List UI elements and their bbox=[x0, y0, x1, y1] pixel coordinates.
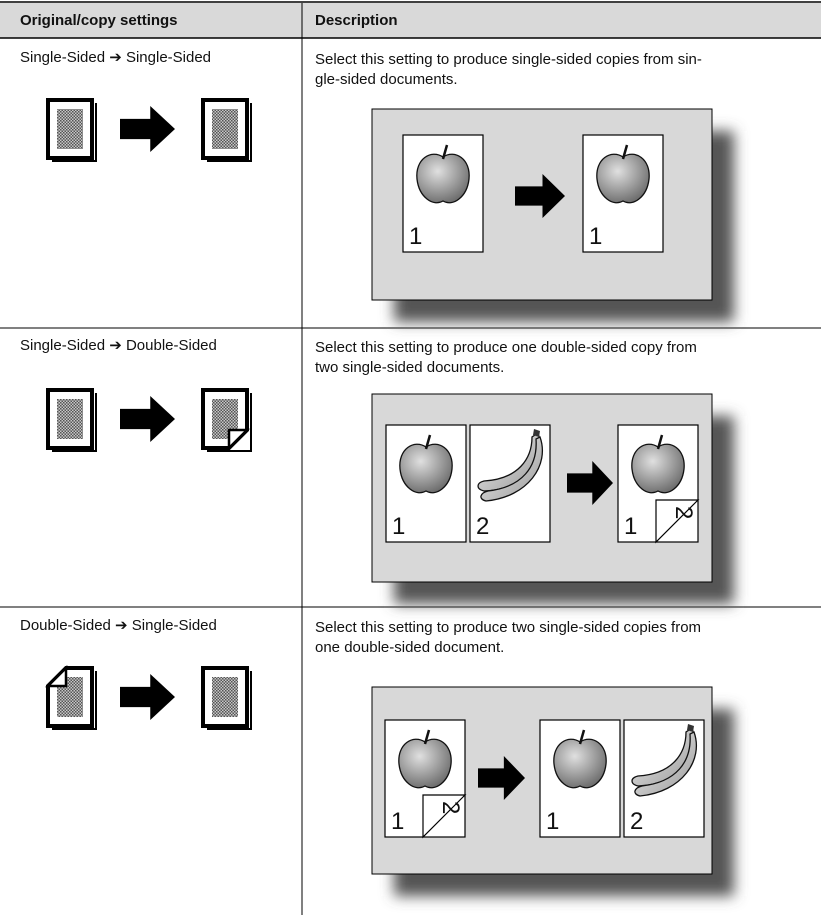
description-line: two single-sided documents. bbox=[315, 359, 504, 376]
document-icon bbox=[201, 666, 252, 730]
icon-shadow bbox=[52, 671, 97, 730]
document-icon bbox=[46, 98, 97, 162]
page-number: 2 bbox=[437, 801, 464, 814]
description-line: Select this setting to produce one doubl… bbox=[315, 339, 697, 356]
icon-fold bbox=[227, 428, 251, 452]
description-line: Select this setting to produce two singl… bbox=[315, 619, 701, 636]
description-line: gle-sided documents. bbox=[315, 71, 458, 88]
page-number: 2 bbox=[670, 506, 697, 519]
setting-label: Double-Sided ➔ Single-Sided bbox=[20, 617, 217, 634]
arrow bbox=[120, 106, 175, 152]
icon-fold bbox=[44, 664, 68, 688]
page-number: 1 bbox=[391, 808, 404, 835]
column-header: Description bbox=[315, 12, 398, 29]
arrow bbox=[567, 461, 613, 505]
column-header: Original/copy settings bbox=[20, 12, 178, 29]
icon-content bbox=[212, 677, 238, 717]
description-line: Select this setting to produce single-si… bbox=[315, 51, 702, 68]
icon-content bbox=[57, 109, 83, 149]
page-number: 1 bbox=[409, 223, 422, 250]
document-icon bbox=[201, 388, 252, 452]
icon-shadow bbox=[207, 671, 252, 730]
setting-label: Single-Sided ➔ Double-Sided bbox=[20, 337, 217, 354]
page-number: 2 bbox=[476, 513, 489, 540]
page-number: 2 bbox=[630, 808, 643, 835]
page-number: 1 bbox=[392, 513, 405, 540]
icon-content bbox=[212, 109, 238, 149]
page-fold bbox=[422, 794, 467, 839]
setting-label: Single-Sided ➔ Single-Sided bbox=[20, 49, 211, 66]
page-number: 1 bbox=[546, 808, 559, 835]
icon-shadow bbox=[52, 103, 97, 162]
icon-content bbox=[57, 399, 83, 439]
icon-shadow bbox=[207, 103, 252, 162]
icon-shadow bbox=[52, 393, 97, 452]
arrow bbox=[120, 674, 175, 720]
document-icon bbox=[46, 388, 97, 452]
icon-shadow bbox=[207, 393, 252, 452]
document-icon bbox=[201, 98, 252, 162]
arrow bbox=[478, 756, 525, 800]
page-number: 1 bbox=[624, 513, 637, 540]
arrow bbox=[120, 396, 175, 442]
header-background bbox=[0, 3, 821, 38]
arrow bbox=[515, 174, 565, 218]
document-icon bbox=[44, 664, 97, 730]
description-line: one double-sided document. bbox=[315, 639, 504, 656]
page-number: 1 bbox=[589, 223, 602, 250]
page-fold bbox=[655, 499, 700, 544]
